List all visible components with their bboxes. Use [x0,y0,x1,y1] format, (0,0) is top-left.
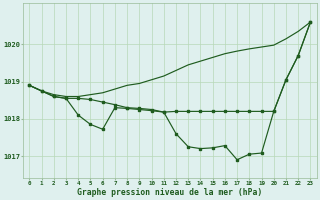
X-axis label: Graphe pression niveau de la mer (hPa): Graphe pression niveau de la mer (hPa) [77,188,262,197]
